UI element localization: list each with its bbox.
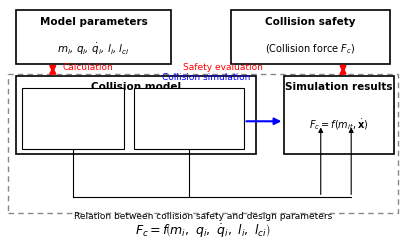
Text: $m_{it}\!=\!f(m_b,\,q_b,\,l_b,\,l_{ci})$: $m_{it}\!=\!f(m_b,\,q_b,\,l_b,\,l_{ci})$	[146, 127, 231, 140]
Text: Model parameters: Model parameters	[39, 17, 147, 27]
Text: Safety evaluation: Safety evaluation	[182, 63, 262, 72]
FancyBboxPatch shape	[8, 74, 397, 213]
FancyBboxPatch shape	[284, 76, 393, 154]
Text: Collision simulation: Collision simulation	[162, 73, 250, 82]
FancyBboxPatch shape	[22, 88, 124, 149]
Text: Collision safety: Collision safety	[265, 17, 355, 27]
Text: $F_c = f(m_{it}, \dot{\mathbf{x}})$: $F_c = f(m_{it}, \dot{\mathbf{x}})$	[309, 117, 368, 132]
Text: $F_c = f\!\left(m_i,\ q_i,\ \dot{q}_i,\ l_i,\ l_{ci}\right)$: $F_c = f\!\left(m_i,\ q_i,\ \dot{q}_i,\ …	[135, 223, 270, 240]
FancyBboxPatch shape	[134, 88, 243, 149]
FancyBboxPatch shape	[16, 10, 170, 64]
Text: Collision model: Collision model	[91, 82, 181, 92]
Text: $m_i$, $q_i$, $\dot{q}_i$, $l_i$, $l_{ci}$: $m_i$, $q_i$, $\dot{q}_i$, $l_i$, $l_{ci…	[57, 41, 130, 57]
Text: Effective mass: Effective mass	[158, 96, 219, 105]
Text: (Collision force $F_c$): (Collision force $F_c$)	[265, 42, 355, 56]
Text: Relation between collision safety and design parameters: Relation between collision safety and de…	[74, 212, 331, 221]
FancyBboxPatch shape	[16, 76, 255, 154]
Text: $\dot{x} = J(q)\dot{q}$: $\dot{x} = J(q)\dot{q}$	[50, 126, 96, 141]
Text: End-effector velocity: End-effector velocity	[29, 96, 117, 105]
Text: Calculation: Calculation	[63, 63, 113, 72]
Text: Simulation results: Simulation results	[285, 82, 392, 92]
FancyBboxPatch shape	[231, 10, 389, 64]
